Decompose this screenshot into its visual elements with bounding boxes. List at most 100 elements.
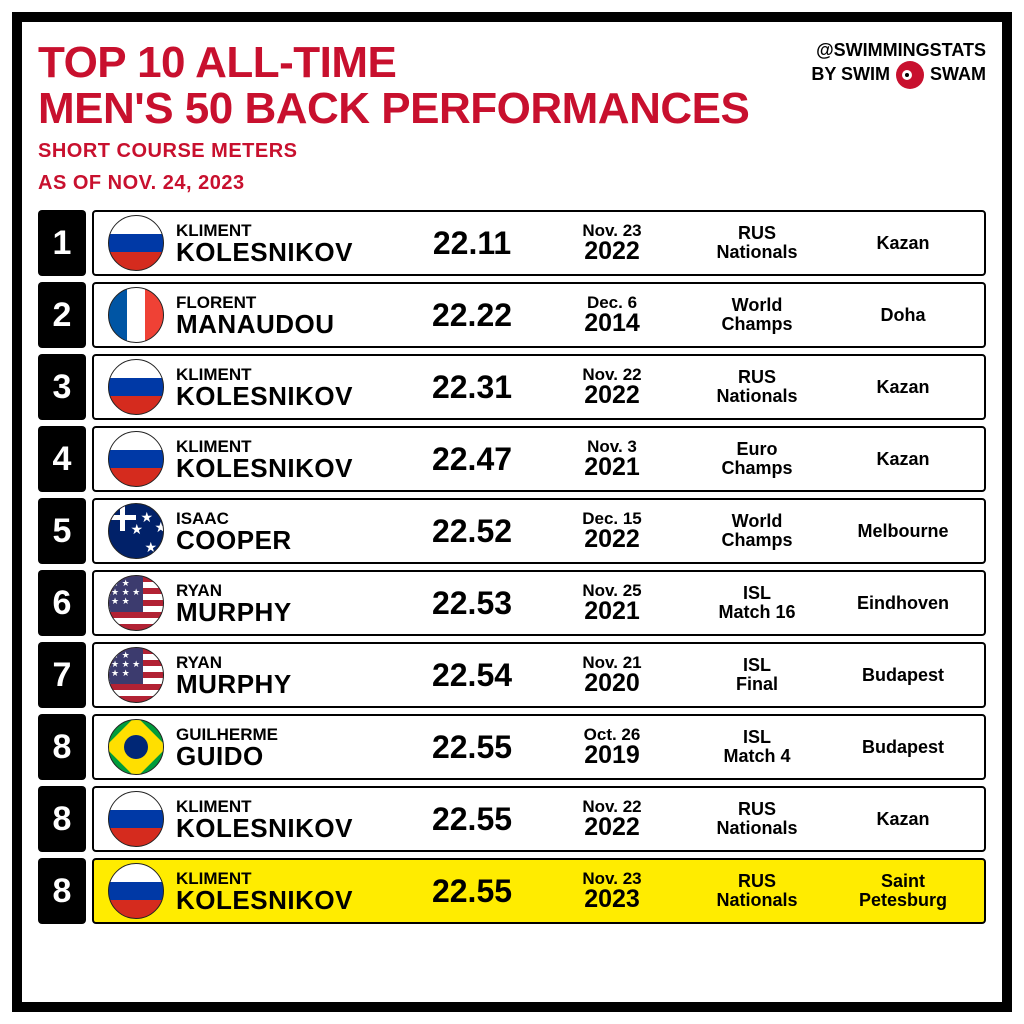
year-text: 2022 — [542, 527, 682, 552]
outer-border: TOP 10 ALL-TIME MEN'S 50 BACK PERFORMANC… — [0, 0, 1024, 1024]
rank-cell: 6 — [38, 570, 86, 636]
credit-by-1: BY SWIM — [811, 64, 890, 85]
city-cell: Doha — [832, 306, 978, 325]
meet-cell: RUSNationals — [682, 800, 832, 838]
title-line-2: MEN'S 50 BACK PERFORMANCES — [38, 86, 811, 132]
meet-line-1: World — [682, 512, 832, 531]
meet-line-1: ISL — [682, 728, 832, 747]
meet-line-2: Match 16 — [682, 603, 832, 622]
city-cell: Budapest — [832, 738, 978, 757]
table-row: 3KLIMENTKOLESNIKOV22.31Nov. 222022RUSNat… — [38, 354, 986, 420]
swimmer-name: RYANMURPHY — [172, 582, 402, 625]
year-text: 2022 — [542, 383, 682, 408]
last-name: COOPER — [176, 527, 402, 553]
rus-flag-icon — [108, 359, 164, 415]
row-body: KLIMENTKOLESNIKOV22.31Nov. 222022RUSNati… — [92, 354, 986, 420]
swimmer-name: KLIMENTKOLESNIKOV — [172, 222, 402, 265]
year-text: 2022 — [542, 815, 682, 840]
meet-line-2: Champs — [682, 315, 832, 334]
time-cell: 22.31 — [402, 369, 542, 406]
canvas: TOP 10 ALL-TIME MEN'S 50 BACK PERFORMANC… — [22, 22, 1002, 1002]
time-cell: 22.47 — [402, 441, 542, 478]
time-cell: 22.54 — [402, 657, 542, 694]
last-name: GUIDO — [176, 743, 402, 769]
meet-line-2: Nationals — [682, 243, 832, 262]
date-cell: Oct. 262019 — [542, 726, 682, 768]
year-text: 2021 — [542, 455, 682, 480]
last-name: KOLESNIKOV — [176, 455, 402, 481]
year-text: 2021 — [542, 599, 682, 624]
date-cell: Nov. 232022 — [542, 222, 682, 264]
title-line-1: TOP 10 ALL-TIME — [38, 40, 811, 86]
city-cell: Kazan — [832, 378, 978, 397]
date-cell: Nov. 222022 — [542, 798, 682, 840]
swimmer-name: RYANMURPHY — [172, 654, 402, 697]
rus-flag-icon — [108, 863, 164, 919]
credit-by-2: SWAM — [930, 64, 986, 85]
last-name: KOLESNIKOV — [176, 887, 402, 913]
rank-cell: 8 — [38, 714, 86, 780]
aus-flag-icon — [108, 503, 164, 559]
credit-byline: BY SWIM SWAM — [811, 61, 986, 89]
table-row: 4KLIMENTKOLESNIKOV22.47Nov. 32021EuroCha… — [38, 426, 986, 492]
swimmer-name: KLIMENTKOLESNIKOV — [172, 798, 402, 841]
meet-line-1: RUS — [682, 224, 832, 243]
time-cell: 22.53 — [402, 585, 542, 622]
last-name: MURPHY — [176, 599, 402, 625]
credit-block: @SWIMMINGSTATS BY SWIM SWAM — [811, 40, 986, 89]
row-body: KLIMENTKOLESNIKOV22.11Nov. 232022RUSNati… — [92, 210, 986, 276]
usa-flag-icon — [108, 575, 164, 631]
swimswam-logo-icon — [896, 61, 924, 89]
row-body: KLIMENTKOLESNIKOV22.47Nov. 32021EuroCham… — [92, 426, 986, 492]
city-cell: Kazan — [832, 810, 978, 829]
rank-cell: 8 — [38, 858, 86, 924]
meet-cell: EuroChamps — [682, 440, 832, 478]
row-body: KLIMENTKOLESNIKOV22.55Nov. 222022RUSNati… — [92, 786, 986, 852]
table-row: 1KLIMENTKOLESNIKOV22.11Nov. 232022RUSNat… — [38, 210, 986, 276]
time-cell: 22.55 — [402, 729, 542, 766]
date-cell: Nov. 252021 — [542, 582, 682, 624]
city-cell: Kazan — [832, 450, 978, 469]
date-cell: Nov. 32021 — [542, 438, 682, 480]
title-block: TOP 10 ALL-TIME MEN'S 50 BACK PERFORMANC… — [38, 40, 811, 196]
meet-line-1: World — [682, 296, 832, 315]
city-cell: Melbourne — [832, 522, 978, 541]
rank-cell: 2 — [38, 282, 86, 348]
meet-line-1: RUS — [682, 368, 832, 387]
rank-cell: 5 — [38, 498, 86, 564]
fra-flag-icon — [108, 287, 164, 343]
date-cell: Nov. 222022 — [542, 366, 682, 408]
meet-line-1: Euro — [682, 440, 832, 459]
last-name: MURPHY — [176, 671, 402, 697]
meet-line-2: Nationals — [682, 891, 832, 910]
last-name: KOLESNIKOV — [176, 239, 402, 265]
table-row: 8KLIMENTKOLESNIKOV22.55Nov. 232023RUSNat… — [38, 858, 986, 924]
table-row: 8GUILHERMEGUIDO22.55Oct. 262019ISLMatch … — [38, 714, 986, 780]
meet-line-2: Match 4 — [682, 747, 832, 766]
rank-cell: 1 — [38, 210, 86, 276]
header: TOP 10 ALL-TIME MEN'S 50 BACK PERFORMANC… — [38, 40, 986, 196]
date-cell: Nov. 232023 — [542, 870, 682, 912]
rank-cell: 8 — [38, 786, 86, 852]
time-cell: 22.55 — [402, 801, 542, 838]
date-cell: Dec. 152022 — [542, 510, 682, 552]
meet-cell: WorldChamps — [682, 512, 832, 550]
bra-flag-icon — [108, 719, 164, 775]
city-cell: SaintPetesburg — [832, 872, 978, 910]
time-cell: 22.11 — [402, 225, 542, 262]
rus-flag-icon — [108, 791, 164, 847]
table-row: 5ISAACCOOPER22.52Dec. 152022WorldChampsM… — [38, 498, 986, 564]
year-text: 2023 — [542, 887, 682, 912]
swimmer-name: KLIMENTKOLESNIKOV — [172, 870, 402, 913]
meet-line-1: ISL — [682, 656, 832, 675]
last-name: MANAUDOU — [176, 311, 402, 337]
swimmer-name: FLORENTMANAUDOU — [172, 294, 402, 337]
meet-line-2: Final — [682, 675, 832, 694]
rank-cell: 7 — [38, 642, 86, 708]
meet-cell: ISLMatch 4 — [682, 728, 832, 766]
row-body: KLIMENTKOLESNIKOV22.55Nov. 232023RUSNati… — [92, 858, 986, 924]
city-cell: Kazan — [832, 234, 978, 253]
table-row: 2FLORENTMANAUDOU22.22Dec. 62014WorldCham… — [38, 282, 986, 348]
row-body: FLORENTMANAUDOU22.22Dec. 62014WorldChamp… — [92, 282, 986, 348]
last-name: KOLESNIKOV — [176, 383, 402, 409]
